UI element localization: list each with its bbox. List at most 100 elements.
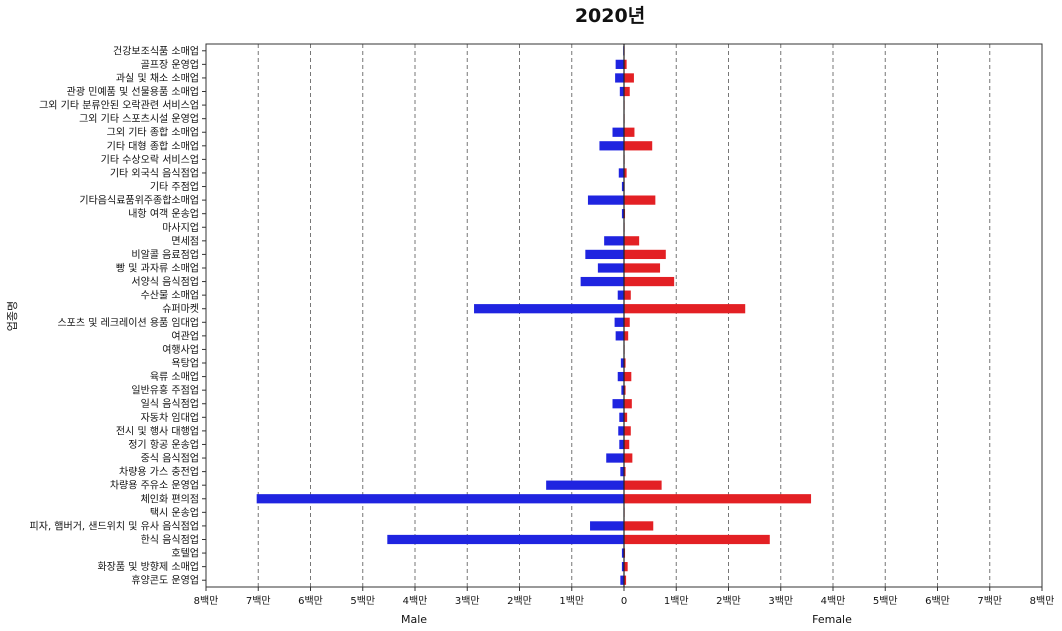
female-bar [624,290,631,300]
category-label: 기타음식료품위주종합소매업 [79,194,199,207]
category-label: 자동차 임대업 [141,411,199,424]
x-tick-label: 7백만 [977,595,1002,607]
male-bar [621,181,624,192]
male-bar [621,209,624,219]
x-tick-label: 8백만 [1030,595,1055,607]
category-label: 정기 항공 운송업 [128,438,199,451]
category-label: 기타 외국식 음식점업 [110,166,199,179]
category-label: 서양식 음식점업 [131,275,199,288]
female-bar [624,331,629,341]
bars [256,46,812,585]
male-bar [621,385,624,395]
category-label: 슈퍼마켓 [162,303,199,315]
category-label: 택시 운송업 [150,506,199,519]
female-bar [624,304,746,314]
category-label: 기타 주점업 [150,180,199,193]
category-label: 일반유흥 주점업 [131,384,199,397]
female-bar [624,453,633,463]
male-bar [621,548,624,558]
female-bar [624,534,770,545]
x-tick-label: 7백만 [246,595,271,607]
male-bar [618,168,624,178]
category-label: 그외 기타 분류안된 오락관련 서비스업 [39,99,199,112]
female-bar [624,494,812,504]
category-label: 그외 기타 스포츠시설 운영업 [79,112,199,125]
female-bar [624,562,628,572]
female-bar [624,168,627,178]
x-tick-label: 3백만 [768,595,793,607]
female-bar [624,439,630,450]
category-label: 면세점 [171,235,199,247]
female-bar [624,73,634,83]
male-bar [474,304,624,314]
male-bar [615,73,624,83]
female-bar [624,426,631,436]
category-label: 체인화 편의점 [141,493,199,505]
x-axis-label-female: Female [812,613,852,626]
female-bar [624,86,630,97]
category-label: 호텔업 [171,547,199,560]
x-tick-label: 5백만 [350,595,375,607]
x-tick-label: 5백만 [873,595,898,607]
category-label: 내항 여객 운송업 [128,207,199,220]
male-bar [597,263,624,273]
x-tick-label: 6백만 [925,595,950,607]
male-bar [546,480,624,490]
category-label: 건강보조식품 소매업 [113,44,199,57]
category-label: 여행사업 [162,343,199,356]
category-label: 화장품 및 방향제 소매업 [97,560,199,573]
category-label: 수산물 소매업 [141,289,199,302]
male-bar [620,466,624,477]
axes [205,43,1043,588]
x-tick-label: 4백만 [403,595,428,607]
category-label: 일식 음식점업 [141,397,199,410]
x-tick-label: 3백만 [455,595,480,607]
male-bar [619,86,624,97]
x-tick-labels: 8백만 7백만 6백만 5백만 4백만 3백만 2백만 1백만 0 1백만 2백만 3백만 4백만 5백만… [194,587,1055,607]
male-bar [617,371,624,382]
male-bar [615,59,624,69]
female-bar [624,127,635,137]
x-tick-label: 0 [621,596,627,607]
x-tick-label: 4백만 [821,595,846,607]
category-label: 휴양콘도 운영업 [131,574,199,587]
male-bar [618,426,624,436]
female-bar [624,575,627,585]
male-bar [585,249,624,260]
category-label: 차량용 주유소 운영업 [110,479,199,492]
category-label: 기타 대형 종합 소매업 [107,139,199,152]
category-label: 한식 음식점업 [141,533,199,546]
category-label: 기타 수상오락 서비스업 [101,153,199,166]
category-label: 중식 음식점업 [141,452,199,465]
male-bar [614,317,624,327]
category-label: 스포츠 및 레크레이션 용품 임대업 [57,316,199,329]
male-bar [599,141,624,151]
female-bar [624,236,640,246]
female-bar [624,263,661,273]
x-tick-label: 8백만 [194,595,219,607]
category-label: 빵 및 과자류 소매업 [116,261,199,274]
female-bar [624,249,666,260]
female-bar [624,358,626,368]
x-tick-label: 2백만 [507,595,532,607]
female-bar [624,276,675,287]
category-label: 마사지업 [162,221,199,234]
y-axis-label: 업종명 [6,301,19,331]
female-bar [624,399,632,409]
category-label: 관광 민예품 및 선물용품 소매업 [67,85,199,98]
male-bar [587,195,624,205]
male-bar [617,290,624,300]
category-label: 욕탕업 [171,357,199,370]
male-bar [620,575,624,585]
male-bar [606,453,624,463]
male-bar [619,439,624,450]
female-bar [624,59,627,69]
male-bar [612,127,624,137]
category-label: 전시 및 행사 대행업 [116,424,199,437]
x-axis-label-male: Male [401,613,427,626]
male-bar [387,534,624,545]
category-label: 그외 기타 종합 소매업 [107,126,199,139]
male-bar [620,358,624,368]
